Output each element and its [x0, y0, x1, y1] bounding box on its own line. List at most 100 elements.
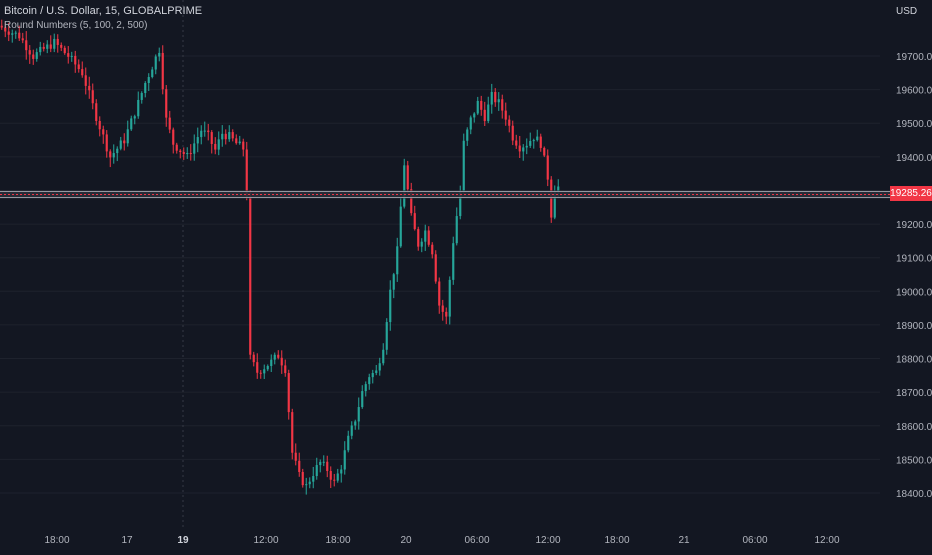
time-tick-label: 18:00 — [604, 535, 629, 546]
candle — [105, 130, 108, 158]
candle — [322, 455, 325, 467]
candle-body — [39, 46, 42, 53]
candle-body — [497, 99, 500, 103]
candle-body — [49, 44, 52, 49]
candle-body — [14, 32, 17, 34]
candle — [497, 92, 500, 111]
candle — [203, 121, 206, 137]
candle — [14, 30, 17, 39]
candle-body — [25, 40, 28, 51]
last-price-badge: 19285.26 — [890, 186, 932, 201]
candle — [221, 125, 224, 147]
time-axis[interactable]: 18:00 17 19 12:00 18:00 20 06:00 12:00 18:00 21 06… — [44, 535, 839, 546]
candle-body — [473, 113, 476, 118]
indicator-legend[interactable]: Round Numbers (5, 100, 2, 500) — [4, 20, 148, 31]
candle — [200, 125, 203, 145]
candle-body — [116, 148, 119, 154]
currency-label[interactable]: USD — [896, 6, 918, 17]
candle-body — [315, 465, 318, 477]
candle-body — [56, 38, 59, 45]
candle-body — [280, 357, 283, 366]
candle-body — [161, 52, 164, 90]
candle — [193, 134, 196, 161]
candle — [207, 123, 210, 141]
time-tick-label: 12:00 — [253, 535, 278, 546]
price-tick-label: 19100.00 — [896, 254, 932, 265]
candle-body — [308, 481, 311, 485]
time-tick-label: 17 — [121, 535, 133, 546]
candle-body — [231, 132, 234, 139]
candle — [196, 127, 199, 153]
price-tick-label: 19700.00 — [896, 52, 932, 63]
candle-body — [200, 130, 203, 138]
candle-body — [431, 244, 434, 255]
candle-body — [399, 206, 402, 247]
candle-body — [32, 54, 35, 59]
candle — [77, 59, 80, 73]
candle — [389, 280, 392, 331]
candle-body — [245, 149, 248, 197]
candle — [543, 146, 546, 158]
candle-body — [182, 151, 185, 155]
candle — [35, 48, 38, 62]
candle-body — [214, 143, 217, 150]
candle-body — [536, 136, 539, 141]
candle — [529, 132, 532, 148]
candle — [452, 236, 455, 285]
candle — [116, 146, 119, 162]
candle — [242, 138, 245, 157]
candle — [319, 459, 322, 473]
candle-body — [74, 55, 77, 65]
candle — [298, 452, 301, 477]
candle — [11, 29, 14, 43]
candle — [354, 419, 357, 430]
candle — [28, 45, 31, 64]
candle — [252, 351, 255, 367]
candle — [67, 46, 70, 64]
candle-body — [417, 229, 420, 247]
candle-body — [249, 196, 252, 355]
candle-body — [427, 230, 430, 245]
time-tick-label: 21 — [678, 535, 690, 546]
candle-body — [532, 140, 535, 142]
candle-body — [504, 110, 507, 120]
candle-body — [350, 425, 353, 436]
candle-body — [518, 145, 521, 152]
candle-body — [172, 129, 175, 145]
candle-body — [105, 134, 108, 152]
candle-body — [193, 143, 196, 154]
candle — [382, 343, 385, 366]
candle-body — [284, 365, 287, 374]
time-tick-label: 20 — [400, 535, 412, 546]
candle-body — [95, 103, 98, 121]
candle-body — [179, 150, 182, 152]
candle-body — [67, 53, 70, 57]
candle-body — [91, 90, 94, 104]
candle — [336, 468, 339, 483]
candle-body — [11, 33, 14, 35]
candle-body — [273, 354, 276, 360]
candle-body — [312, 476, 315, 482]
candle — [249, 189, 252, 360]
candle-body — [126, 129, 129, 144]
candle-body — [84, 75, 87, 86]
candle-body — [235, 138, 238, 144]
price-tick-label: 19200.00 — [896, 220, 932, 231]
candle-body — [53, 38, 56, 49]
candle — [186, 147, 189, 159]
candle-body — [413, 213, 416, 230]
candle-body — [462, 140, 465, 191]
candle — [371, 369, 374, 384]
candle-body — [322, 461, 325, 463]
price-tick-label-clipped: 19800.00 — [896, 0, 932, 1]
candle — [189, 144, 192, 161]
symbol-title[interactable]: Bitcoin / U.S. Dollar, 15, GLOBALPRIME — [4, 5, 203, 17]
candle — [403, 158, 406, 209]
candle-body — [550, 179, 553, 218]
candle — [375, 364, 378, 376]
candle-body — [368, 377, 371, 385]
candle-body — [410, 189, 413, 214]
